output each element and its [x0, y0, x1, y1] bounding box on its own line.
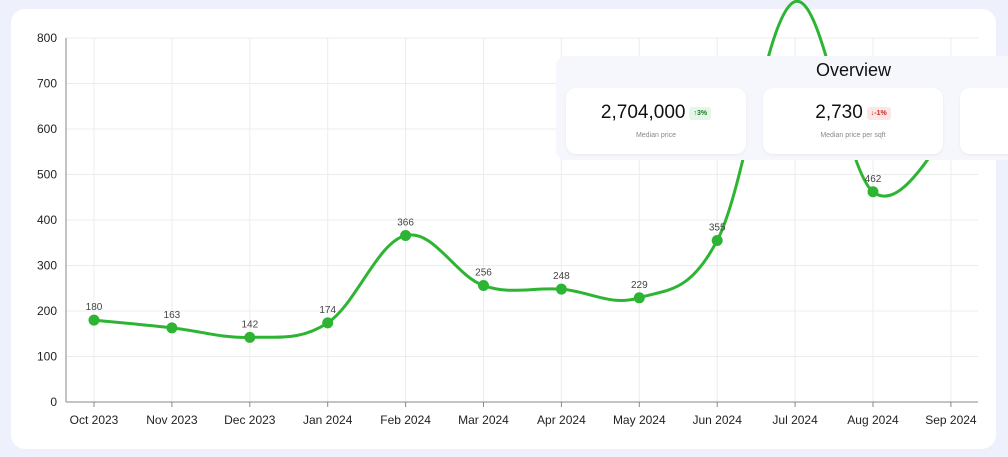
- data-labels: 180 163 142 174 366 256 248 229 355 462: [86, 174, 882, 331]
- y-tick-label: 200: [37, 304, 57, 318]
- y-tick-label: 100: [37, 350, 57, 364]
- data-label: 174: [319, 305, 336, 316]
- median-price-per-sqft-value: 2,730: [815, 102, 863, 123]
- median-price-per-sqft-card: 2,730 ↓-1% Median price per sqft: [763, 88, 943, 154]
- x-tick-label: Sep 2024: [925, 413, 977, 427]
- median-price-per-sqft-change-badge: ↓-1%: [866, 106, 891, 120]
- data-point: [867, 186, 879, 198]
- y-tick-label: 500: [37, 168, 57, 182]
- x-tick-label: Apr 2024: [537, 413, 586, 427]
- median-price-per-sqft-change: -1%: [874, 109, 887, 117]
- x-tick-label: Jul 2024: [772, 413, 818, 427]
- data-point: [478, 280, 489, 292]
- y-tick-label: 400: [37, 213, 57, 227]
- data-point: [244, 331, 256, 343]
- overview-title: Overview: [816, 60, 892, 80]
- x-tick-label: Dec 2023: [224, 413, 276, 427]
- y-tick-label: 700: [37, 77, 57, 91]
- y-tick-label: 800: [37, 31, 57, 45]
- median-price-per-sqft-caption: Median price per sqft: [820, 132, 886, 139]
- median-price-caption: Median price: [635, 132, 677, 139]
- arrow-up-icon: ↑: [693, 109, 697, 117]
- x-axis-ticks: Oct 2023 Nov 2023 Dec 2023 Jan 2024 Feb 2024…: [70, 413, 977, 427]
- median-price-card: 2,704,000 ↑3% Median price: [566, 88, 746, 154]
- data-label: 163: [164, 310, 181, 321]
- x-tick-label: Feb 2024: [380, 413, 431, 427]
- x-tick-label: Mar 2024: [458, 413, 509, 427]
- y-tick-label: 600: [37, 122, 57, 136]
- series-points: [88, 123, 957, 343]
- x-tick-label: Nov 2023: [146, 413, 198, 427]
- data-label: 180: [86, 302, 103, 313]
- data-point: [322, 317, 334, 329]
- data-point: [711, 234, 723, 246]
- series-line: [93, 0, 952, 339]
- data-label: 229: [631, 280, 648, 291]
- overview-panel: Overview 2,704,000 ↑3% Median price 2,730…: [556, 56, 1008, 160]
- data-point: [166, 322, 178, 334]
- arrow-down-icon: ↓: [870, 109, 875, 117]
- y-tick-label: 0: [50, 395, 57, 409]
- x-tick-label: Aug 2024: [847, 413, 899, 427]
- y-axis-ticks: 0 100 200 300 400 500 600 700 800: [37, 31, 57, 409]
- median-price-change: 3%: [696, 109, 708, 117]
- data-label: 142: [241, 319, 258, 330]
- data-label: 355: [709, 222, 726, 233]
- data-label: 462: [865, 174, 882, 185]
- x-tick-label: May 2024: [613, 413, 666, 427]
- median-price-change-badge: ↑3%: [689, 106, 712, 120]
- data-label: 256: [475, 268, 492, 279]
- stat-card-partial: [960, 88, 1008, 154]
- data-point: [633, 292, 645, 304]
- x-tick-label: Jun 2024: [693, 413, 743, 427]
- median-price-value: 2,704,000: [600, 102, 686, 123]
- x-tick-label: Jan 2024: [303, 413, 353, 427]
- x-tick-label: Oct 2023: [70, 413, 119, 427]
- data-point: [400, 229, 412, 241]
- data-label: 366: [397, 217, 414, 228]
- axes: [65, 38, 978, 407]
- data-point: [88, 314, 100, 326]
- y-tick-label: 300: [37, 259, 57, 273]
- data-point: [555, 283, 567, 295]
- grid: [66, 37, 978, 403]
- data-label: 248: [553, 271, 570, 282]
